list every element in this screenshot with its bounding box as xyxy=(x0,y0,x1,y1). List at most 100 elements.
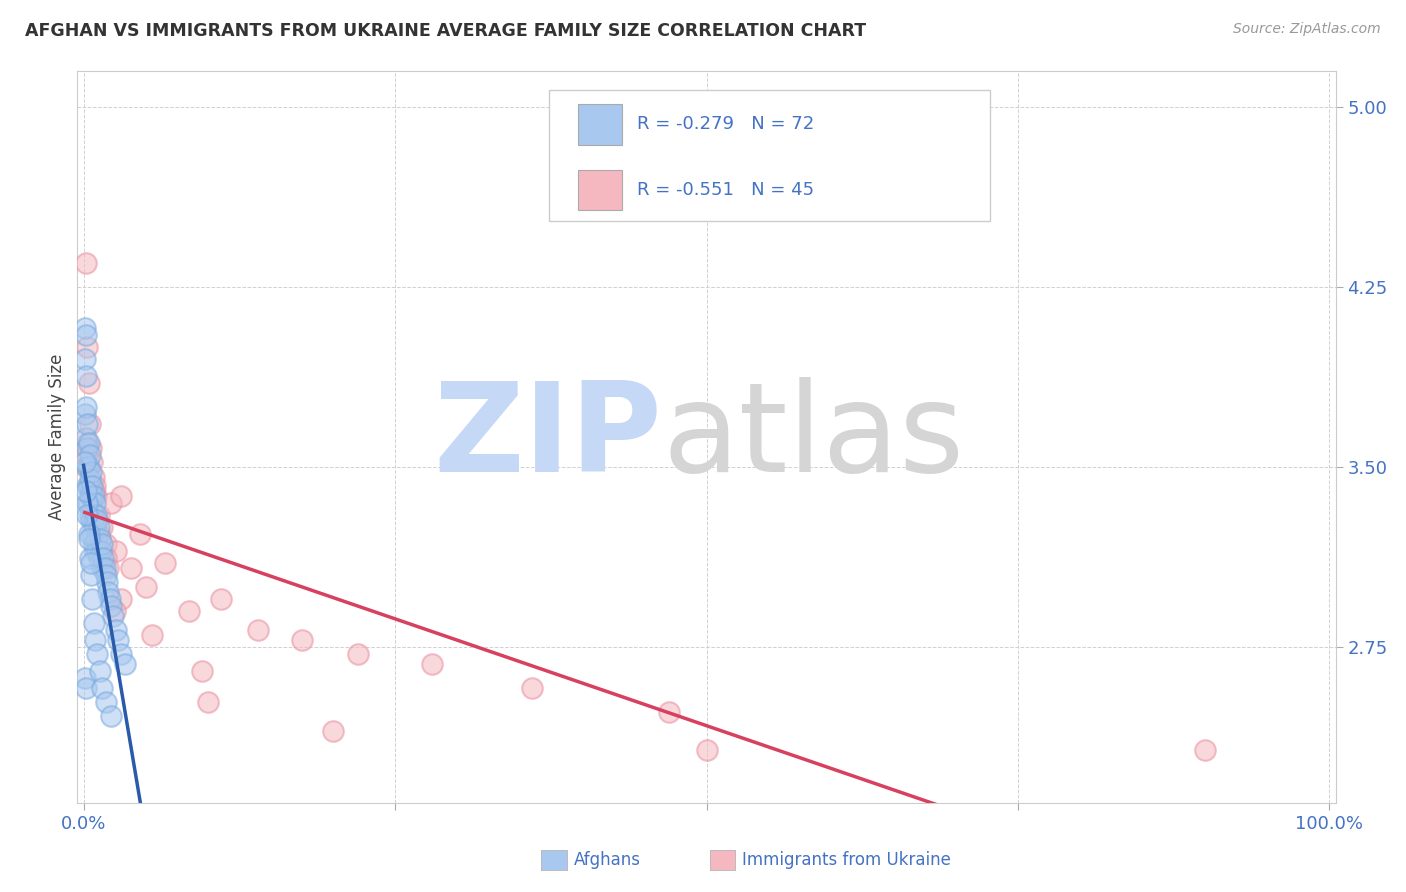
Point xyxy=(84,489,107,503)
Point xyxy=(83,479,105,493)
Point xyxy=(73,407,96,421)
Point xyxy=(93,551,115,566)
Point xyxy=(76,460,98,475)
Point xyxy=(89,532,111,546)
Point xyxy=(83,513,105,527)
Point xyxy=(96,575,118,590)
Point xyxy=(209,591,232,606)
Point xyxy=(87,508,110,522)
Point xyxy=(82,479,104,493)
Point xyxy=(77,527,100,541)
Point xyxy=(100,709,122,723)
Point xyxy=(91,681,114,695)
Point xyxy=(83,537,105,551)
Point xyxy=(77,376,100,391)
Point xyxy=(80,568,103,582)
Point xyxy=(93,561,115,575)
Point xyxy=(94,551,117,566)
Point xyxy=(346,647,368,661)
Point xyxy=(197,695,219,709)
Point xyxy=(73,455,96,469)
Point xyxy=(79,551,101,566)
Point xyxy=(77,496,100,510)
Point xyxy=(83,544,105,558)
Bar xyxy=(578,170,623,211)
Point xyxy=(77,532,100,546)
Text: Immigrants from Ukraine: Immigrants from Ukraine xyxy=(742,851,952,869)
Point xyxy=(84,508,107,522)
Point xyxy=(75,368,97,383)
Point xyxy=(84,513,107,527)
Point xyxy=(83,520,105,534)
Text: Source: ZipAtlas.com: Source: ZipAtlas.com xyxy=(1233,22,1381,37)
Point xyxy=(179,604,201,618)
Point xyxy=(422,657,444,671)
Point xyxy=(103,608,125,623)
Point xyxy=(520,681,543,695)
Point xyxy=(79,489,101,503)
Point xyxy=(291,632,314,647)
Point xyxy=(82,527,104,541)
Point xyxy=(135,580,157,594)
Point xyxy=(82,503,104,517)
Point xyxy=(100,496,122,510)
Point xyxy=(76,340,98,354)
Point xyxy=(75,400,97,414)
Point xyxy=(73,671,96,685)
Point xyxy=(107,632,129,647)
Point xyxy=(87,551,110,566)
Point xyxy=(322,723,344,738)
Point xyxy=(141,628,163,642)
Text: atlas: atlas xyxy=(662,376,965,498)
Point xyxy=(86,544,108,558)
Point xyxy=(75,431,97,445)
Point xyxy=(246,623,269,637)
Point xyxy=(77,436,100,450)
Point xyxy=(153,556,176,570)
Point xyxy=(90,544,112,558)
Point xyxy=(94,537,117,551)
Point xyxy=(83,615,105,630)
Text: R = -0.279   N = 72: R = -0.279 N = 72 xyxy=(637,115,814,134)
Point xyxy=(658,705,681,719)
Point xyxy=(110,647,132,661)
Point xyxy=(120,561,142,575)
Point xyxy=(696,743,718,757)
Point xyxy=(91,537,114,551)
Point xyxy=(79,417,101,431)
Point xyxy=(76,496,98,510)
Point xyxy=(83,469,105,483)
Point xyxy=(76,479,98,493)
Point xyxy=(83,483,105,498)
Y-axis label: Average Family Size: Average Family Size xyxy=(48,354,66,520)
Point xyxy=(98,591,121,606)
Point xyxy=(75,483,97,498)
Point xyxy=(84,532,107,546)
Point xyxy=(77,479,100,493)
Point xyxy=(79,508,101,522)
Text: Afghans: Afghans xyxy=(574,851,641,869)
Point xyxy=(104,623,127,637)
Point xyxy=(76,448,98,462)
Point xyxy=(76,436,98,450)
Point xyxy=(91,561,114,575)
Point xyxy=(87,527,110,541)
Point xyxy=(94,695,117,709)
Text: ZIP: ZIP xyxy=(433,376,662,498)
Point xyxy=(77,460,100,475)
Point xyxy=(82,455,104,469)
Point xyxy=(80,441,103,455)
Point xyxy=(82,489,104,503)
Point xyxy=(76,441,98,455)
Point xyxy=(80,556,103,570)
Point xyxy=(73,321,96,335)
Point xyxy=(80,513,103,527)
Point xyxy=(97,561,120,575)
Point xyxy=(100,599,122,614)
Point xyxy=(80,465,103,479)
Point xyxy=(82,591,104,606)
Text: R = -0.551   N = 45: R = -0.551 N = 45 xyxy=(637,181,814,199)
Point xyxy=(76,417,98,431)
Bar xyxy=(578,104,623,145)
Point xyxy=(89,664,111,678)
